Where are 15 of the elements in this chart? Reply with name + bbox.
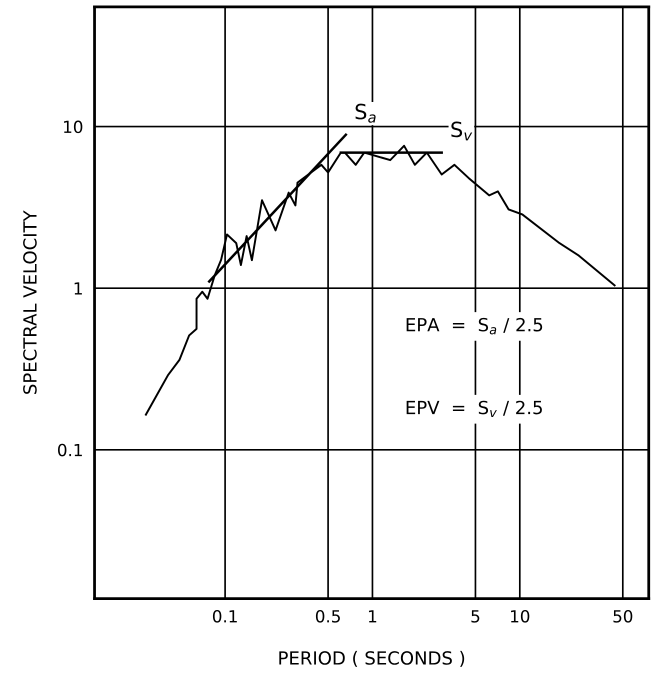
- y-tick-label: 10: [64, 120, 82, 134]
- x-tick-label: 0.5: [316, 610, 340, 623]
- annotation: EPA = S$_{a}$ / 2.5: [406, 318, 542, 334]
- y-axis-title: SPECTRAL VELOCITY: [23, 210, 37, 394]
- annotation: EPV = S$_{v}$ / 2.5: [406, 400, 542, 418]
- y-tick-label: 0.1: [58, 444, 82, 456]
- x-tick-label: 0.1: [212, 610, 237, 623]
- series-label: S$_{a}$: [356, 104, 376, 123]
- x-tick-label: 10: [511, 610, 530, 623]
- x-tick-label: 1: [368, 610, 376, 622]
- series-label: S$_{v}$: [451, 122, 472, 140]
- x-axis-title: PERIOD ( SECONDS ): [279, 650, 464, 667]
- y-tick-label: 1: [74, 282, 82, 294]
- x-tick-label: 50: [613, 610, 632, 623]
- x-tick-label: 5: [471, 610, 480, 623]
